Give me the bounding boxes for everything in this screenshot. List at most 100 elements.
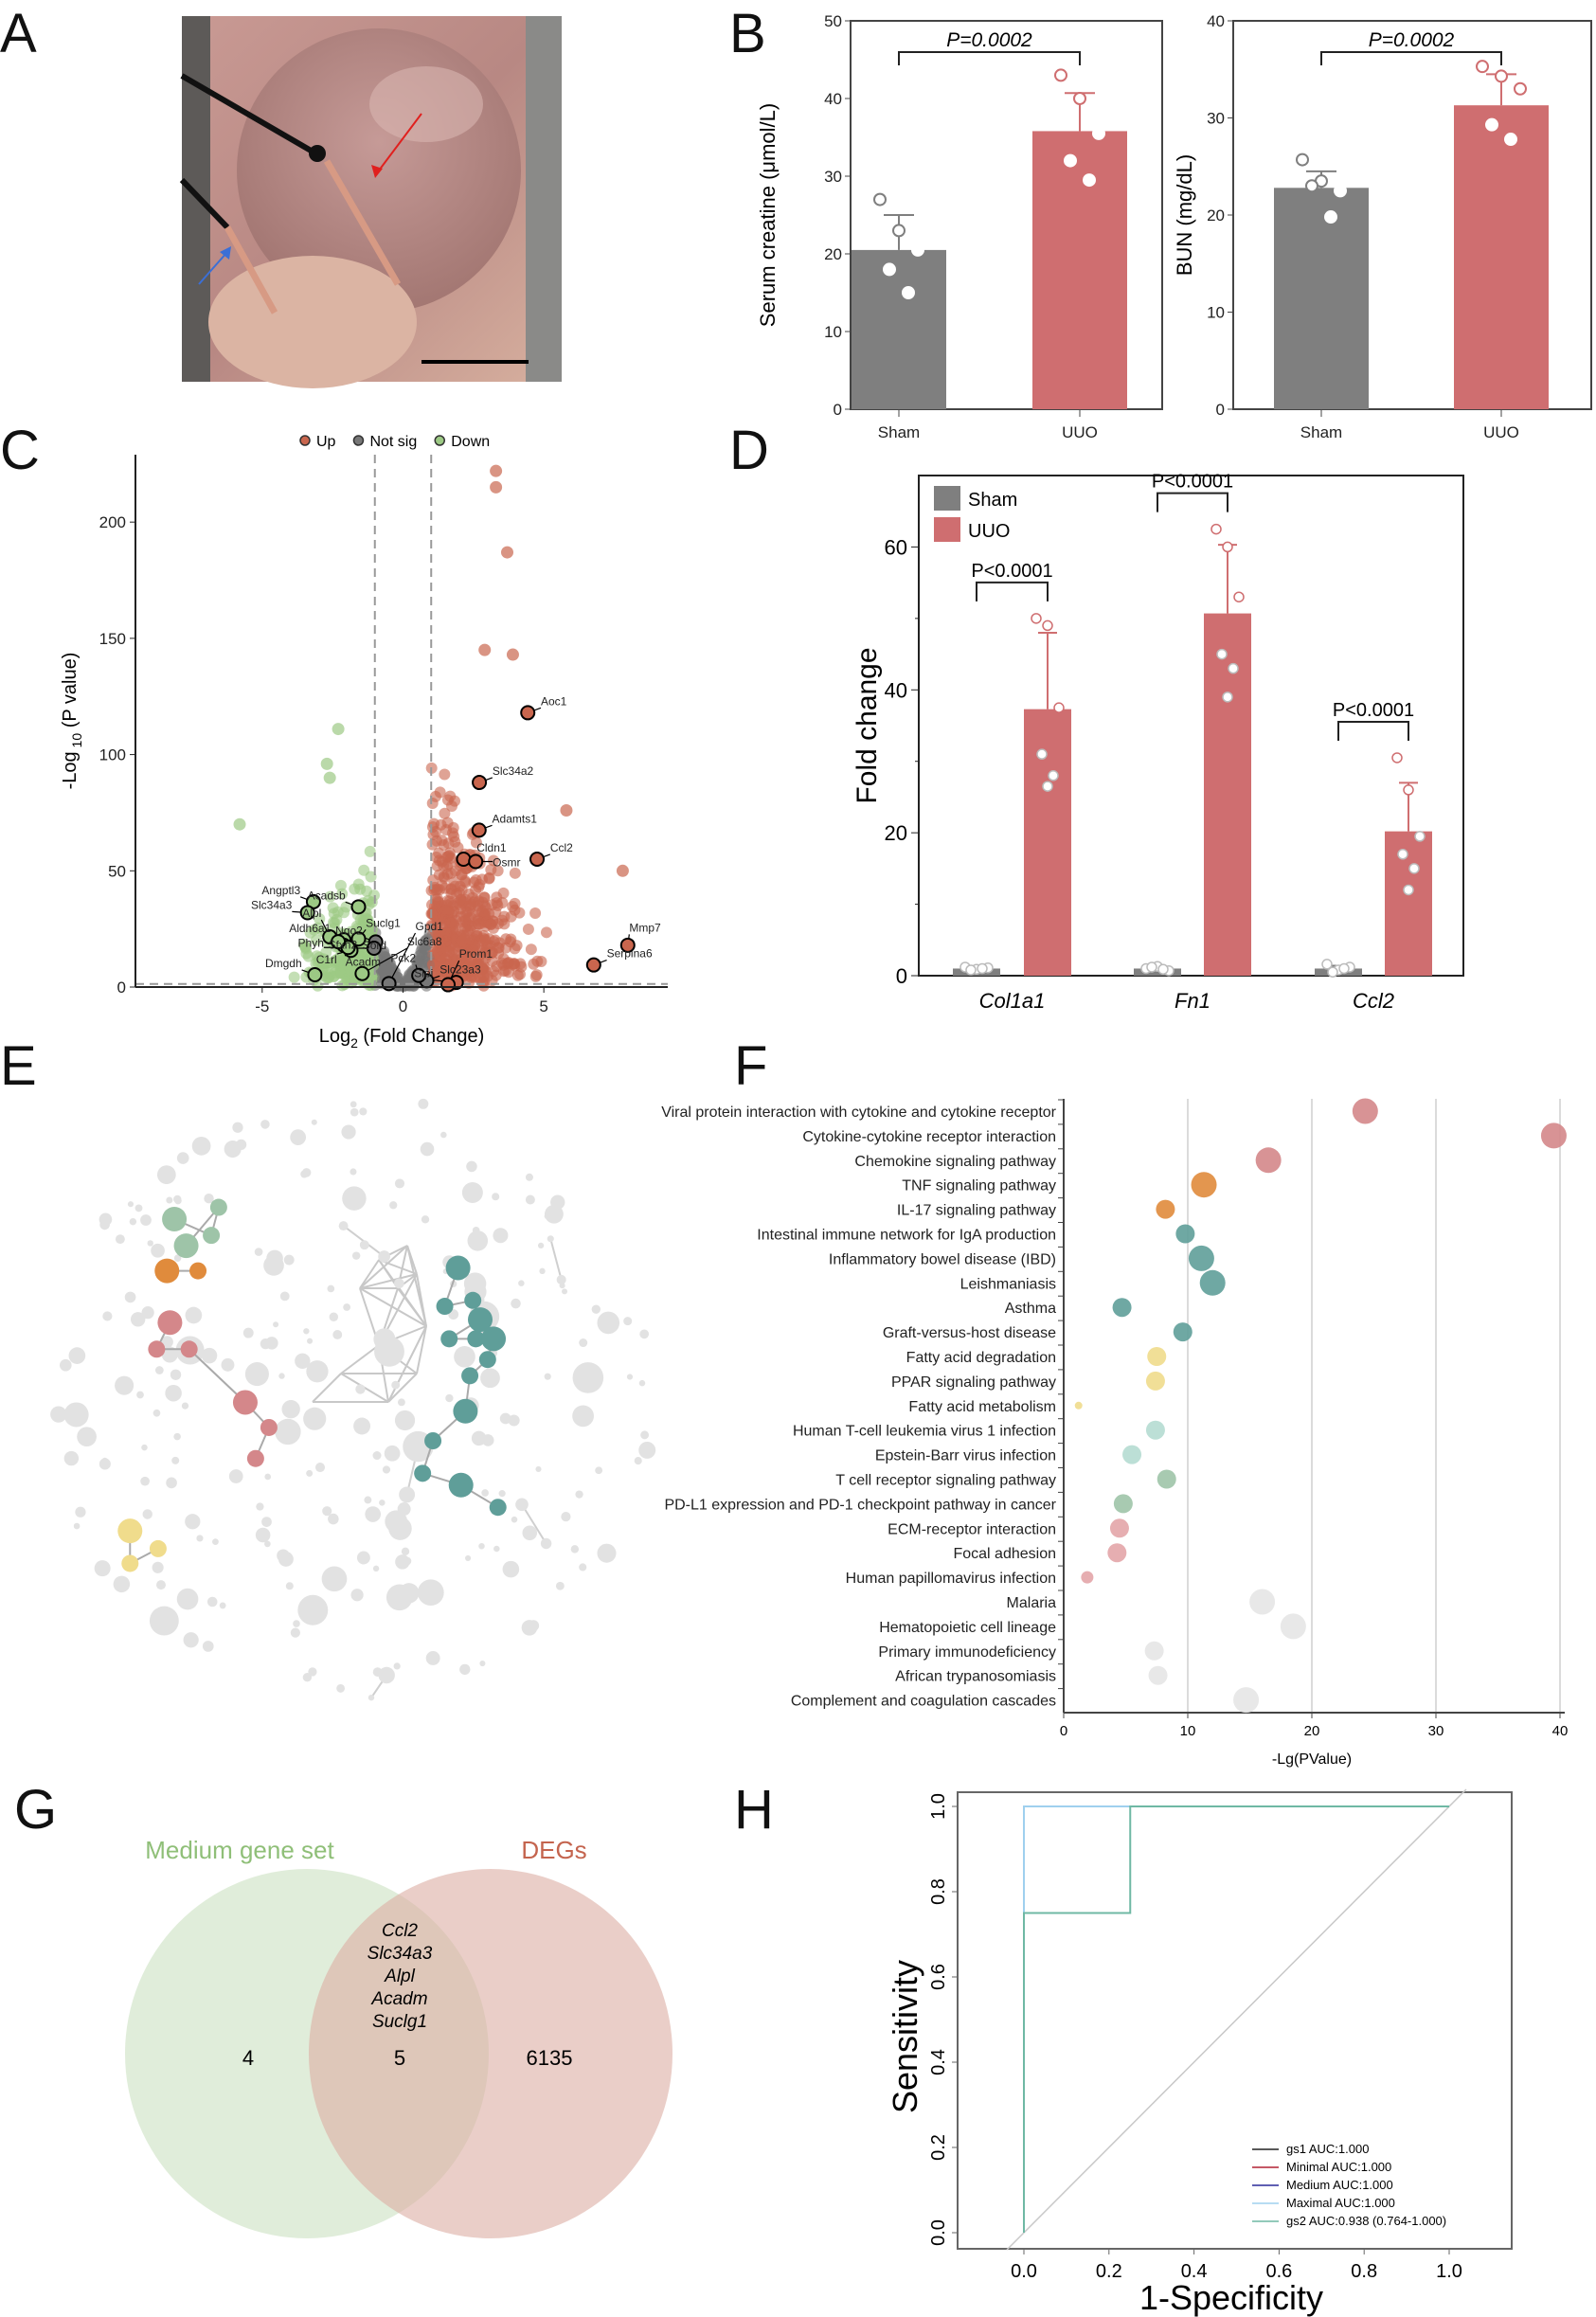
plot-frame [957, 1791, 1513, 2250]
significance-bracket [1320, 51, 1502, 65]
panel-labels: A B C D E F G H [0, 3, 774, 1841]
network-node [171, 1456, 180, 1464]
pathway-label: Human papillomavirus infection [846, 1571, 1056, 1587]
gene-label: Acadm [346, 955, 381, 968]
y-tick-label: 50 [824, 12, 842, 30]
panel-h: 0.0 0.0 0.2 0.2 0.4 0.4 0.6 0.6 0.8 0.8 1.0 1.0 1-Sp… [886, 1788, 1513, 2317]
pathway-label: PD-L1 expression and PD-1 checkpoint pat… [664, 1497, 1056, 1513]
network-node [623, 1317, 633, 1326]
network-node [401, 1547, 410, 1555]
bar-chart-B2: 0 10 20 30 40 BUN (mg/dL) Sham UUO P=0.0002 [1173, 12, 1592, 441]
volcano-point [345, 977, 357, 989]
network-node [297, 1594, 329, 1625]
network-node [351, 1251, 361, 1260]
x-tick-label: Fn1 [1175, 989, 1210, 1013]
volcano-point [322, 972, 334, 984]
highlighted-gene-point [529, 852, 546, 868]
network-node-highlighted [180, 1340, 198, 1358]
volcano-point [336, 888, 349, 900]
network-node [428, 1590, 439, 1601]
volcano-point [490, 464, 503, 477]
network-node [301, 1168, 312, 1177]
data-point [892, 224, 906, 238]
red-arrow-icon [371, 165, 383, 178]
volcano-point [323, 771, 336, 784]
network-node [224, 1141, 242, 1158]
kegg-bubble-chart: 0 10 20 30 40 Viral protein interaction with … [661, 1098, 1568, 1768]
y-tick-label: 10 [824, 323, 842, 341]
network-node [63, 1450, 80, 1466]
tissue-shape [369, 66, 483, 142]
legend-label: Maximal AUC:1.000 [1286, 2196, 1395, 2210]
network-node-highlighted [246, 1449, 264, 1467]
p-value-label: P<0.0001 [1333, 700, 1414, 721]
volcano-point [496, 897, 509, 909]
network-node [493, 1228, 509, 1244]
pathway-bubble [1074, 1401, 1083, 1410]
legend-label: gs1 AUC:1.000 [1286, 2142, 1369, 2156]
network-node [261, 1517, 272, 1527]
volcano-point [501, 546, 514, 559]
network-node [152, 1409, 161, 1417]
volcano-point [503, 966, 515, 979]
y-tick-label: 0.0 [928, 2219, 949, 2246]
highlighted-gene-point [440, 977, 457, 993]
data-point [1073, 92, 1086, 105]
gene-label: Ccl2 [550, 841, 573, 854]
y-tick-label: 0.4 [928, 2049, 949, 2075]
photo-edge [526, 16, 562, 382]
network-node [228, 1469, 243, 1483]
network-node [518, 1280, 525, 1286]
highlighted-gene-point [619, 937, 636, 953]
x-tick-label: 0.6 [1265, 2261, 1292, 2282]
pathway-bubble [1280, 1613, 1306, 1640]
network-node [285, 1582, 294, 1590]
network-node [399, 1583, 420, 1604]
network-node [522, 1525, 538, 1541]
x-tick-label: 10 [1180, 1723, 1196, 1739]
x-tick-label: -5 [255, 997, 269, 1015]
gene-labels: Aoc1 Slc34a2 Adamts1 Cldn1 Osmr Ccl2 Mmp7 Serpi… [251, 694, 661, 979]
data-point [1210, 523, 1222, 535]
network-node [466, 1160, 477, 1173]
p-value-label: P<0.0001 [971, 561, 1052, 582]
network-node [379, 1500, 386, 1506]
network-node [384, 1445, 401, 1462]
pathway-bubble [1199, 1269, 1226, 1296]
network-node [303, 1328, 310, 1335]
network-node [63, 1402, 89, 1428]
network-node [191, 1136, 211, 1156]
gene-label: Acadsb [308, 889, 346, 902]
gene-label: Gpd1 [416, 920, 444, 933]
y-tick-label: 20 [824, 245, 842, 263]
data-point [883, 262, 896, 277]
network-node [626, 1374, 634, 1380]
data-point [1042, 781, 1053, 792]
p-value-label: P=0.0002 [1369, 29, 1455, 51]
network-node [525, 1173, 533, 1181]
y-tick-label: 20 [1207, 207, 1225, 225]
network-edge [397, 1287, 427, 1327]
data-point [1042, 620, 1053, 632]
panel-label-a: A [0, 3, 37, 64]
network-node [149, 1606, 179, 1636]
blue-arrow-icon [220, 246, 231, 260]
pathway-label: Leishmaniasis [960, 1276, 1056, 1292]
y-tick-label: 30 [824, 168, 842, 186]
bar-uuo-col1a1 [1024, 709, 1071, 976]
network-node [559, 1283, 565, 1289]
gene-network [50, 1098, 656, 1701]
y-tick-label: 0 [117, 979, 126, 997]
y-axis-label: -Log 10 (P value) [60, 653, 84, 790]
network-node-highlighted [148, 1340, 166, 1358]
network-node [461, 1181, 483, 1203]
gene-label: Suclg1 [366, 916, 401, 929]
network-node [555, 1581, 565, 1590]
network-node-highlighted [157, 1310, 183, 1336]
data-point [1514, 81, 1527, 96]
network-node [302, 1673, 313, 1682]
highlighted-gene-point [366, 941, 382, 957]
volcano-point [493, 937, 506, 949]
pathway-label: Fatty acid degradation [906, 1350, 1056, 1366]
network-node-highlighted [461, 1367, 479, 1385]
